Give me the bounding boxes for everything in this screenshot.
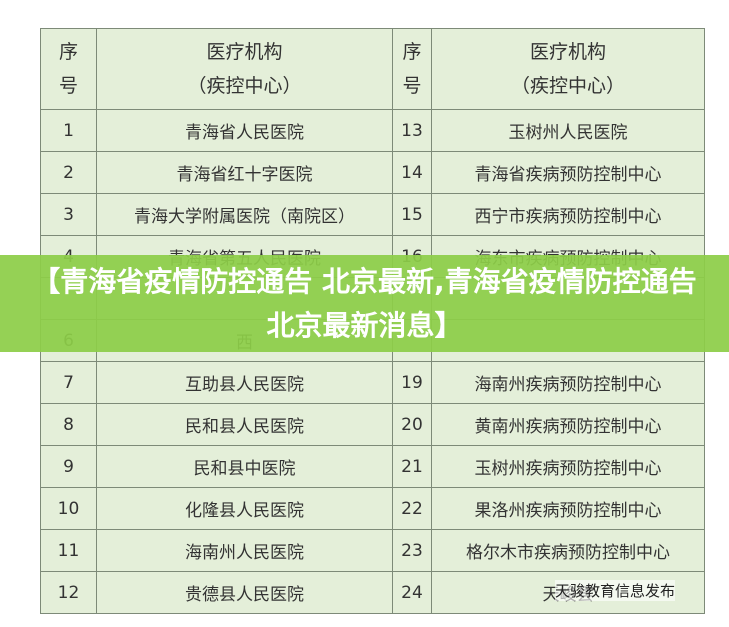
title-banner: 【青海省疫情防控通告 北京最新,青海省疫情防控通告 北京最新消息】 bbox=[0, 255, 729, 352]
institution-cell: 互助县人民医院 bbox=[96, 361, 393, 404]
table-row: 11 海南州人民医院 23 格尔木市疾病预防控制中心 bbox=[40, 529, 705, 572]
number-cell: 19 bbox=[392, 361, 432, 404]
institution-cell: 玉树州人民医院 bbox=[431, 109, 705, 152]
institution-cell: 青海省疾病预防控制中心 bbox=[431, 151, 705, 194]
number-cell: 10 bbox=[40, 487, 97, 530]
number-cell: 2 bbox=[40, 151, 97, 194]
number-cell: 23 bbox=[392, 529, 432, 572]
institution-cell: 民和县人民医院 bbox=[96, 403, 393, 446]
table-row: 2 青海省红十字医院 14 青海省疾病预防控制中心 bbox=[40, 151, 705, 194]
table-body: 1 青海省人民医院 13 玉树州人民医院 2 青海省红十字医院 14 青海省疾病预防控制中心 3… bbox=[40, 109, 705, 614]
institution-cell: 海南州人民医院 bbox=[96, 529, 393, 572]
header-cell: 医疗机构 （疾控中心） bbox=[96, 28, 393, 110]
header-row: 序号医疗机构 （疾控中心）序号医疗机构 （疾控中心） bbox=[40, 28, 705, 110]
table-row: 9 民和县中医院 21 玉树州疾病预防控制中心 bbox=[40, 445, 705, 488]
institution-cell: 黄南州疾病预防控制中心 bbox=[431, 403, 705, 446]
header-cell: 医疗机构 （疾控中心） bbox=[431, 28, 705, 110]
header-line: （疾控中心） bbox=[187, 75, 302, 97]
number-cell: 8 bbox=[40, 403, 97, 446]
header-cell: 序号 bbox=[392, 28, 432, 110]
number-cell: 14 bbox=[392, 151, 432, 194]
header-line: 号 bbox=[402, 75, 422, 97]
institution-cell: 海南州疾病预防控制中心 bbox=[431, 361, 705, 404]
table-row: 8 民和县人民医院 20 黄南州疾病预防控制中心 bbox=[40, 403, 705, 446]
institution-cell: 玉树州疾病预防控制中心 bbox=[431, 445, 705, 488]
number-cell: 7 bbox=[40, 361, 97, 404]
number-cell: 20 bbox=[392, 403, 432, 446]
number-cell: 12 bbox=[40, 571, 97, 614]
institution-cell: 青海省人民医院 bbox=[96, 109, 393, 152]
number-cell: 9 bbox=[40, 445, 97, 488]
institution-cell: 民和县中医院 bbox=[96, 445, 393, 488]
header-line: 序 bbox=[402, 41, 422, 63]
number-cell: 15 bbox=[392, 193, 432, 236]
header-line: 医疗机构 bbox=[206, 41, 283, 63]
number-cell: 1 bbox=[40, 109, 97, 152]
institution-cell: 格尔木市疾病预防控制中心 bbox=[431, 529, 705, 572]
institution-cell: 西宁市疾病预防控制中心 bbox=[431, 193, 705, 236]
institution-cell: 贵德县人民医院 bbox=[96, 571, 393, 614]
table-row: 10 化隆县人民医院 22 果洛州疾病预防控制中心 bbox=[40, 487, 705, 530]
header-line: （疾控中心） bbox=[510, 75, 625, 97]
number-cell: 22 bbox=[392, 487, 432, 530]
header-line: 序 bbox=[58, 41, 78, 63]
institution-cell: 青海省红十字医院 bbox=[96, 151, 393, 194]
number-cell: 13 bbox=[392, 109, 432, 152]
watermark: 天骏教育信息发布 bbox=[555, 580, 676, 601]
table-row: 7 互助县人民医院 19 海南州疾病预防控制中心 bbox=[40, 361, 705, 404]
institution-cell: 青海大学附属医院（南院区） bbox=[96, 193, 393, 236]
header-line: 医疗机构 bbox=[529, 41, 606, 63]
header-line: 号 bbox=[58, 75, 78, 97]
number-cell: 24 bbox=[392, 571, 432, 614]
institution-cell: 化隆县人民医院 bbox=[96, 487, 393, 530]
header-cell: 序号 bbox=[40, 28, 97, 110]
number-cell: 3 bbox=[40, 193, 97, 236]
number-cell: 21 bbox=[392, 445, 432, 488]
number-cell: 11 bbox=[40, 529, 97, 572]
institution-cell: 果洛州疾病预防控制中心 bbox=[431, 487, 705, 530]
table-row: 1 青海省人民医院 13 玉树州人民医院 bbox=[40, 109, 705, 152]
table-row: 3 青海大学附属医院（南院区） 15 西宁市疾病预防控制中心 bbox=[40, 193, 705, 236]
